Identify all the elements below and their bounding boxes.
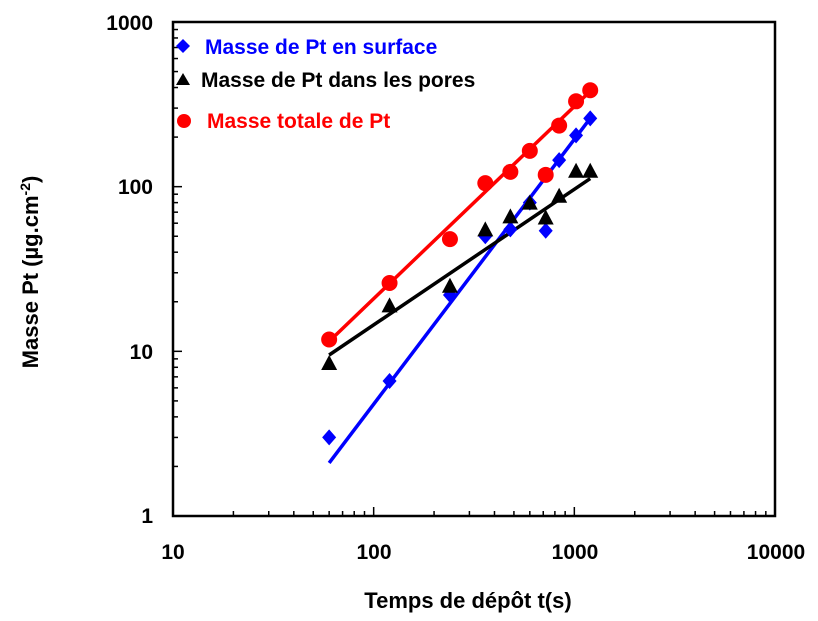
fit-line-2 (327, 89, 592, 343)
y-tick-label: 1000 (106, 12, 153, 35)
point-triangle (381, 297, 398, 313)
x-tick-label: 10 (161, 541, 184, 564)
y-tick-label: 10 (130, 341, 153, 364)
point-diamond (569, 127, 584, 144)
legend-label-total: Masse totale de Pt (207, 110, 390, 133)
point-circle (537, 166, 554, 183)
point-triangle (502, 208, 519, 224)
legend-marker-triangle (176, 73, 190, 85)
point-circle (477, 175, 494, 192)
point-circle (568, 93, 585, 110)
point-diamond (322, 429, 337, 446)
point-diamond (382, 373, 397, 390)
point-triangle (551, 187, 568, 203)
point-triangle (521, 194, 538, 210)
point-circle (551, 117, 568, 134)
point-diamond (583, 110, 598, 127)
point-diamond (503, 221, 518, 238)
x-tick-label: 1000 (552, 541, 599, 564)
axis-ticks (173, 28, 767, 516)
point-diamond (552, 152, 567, 169)
y-axis-title-main: Masse Pt (µg.cm (18, 195, 43, 368)
point-triangle (477, 221, 494, 237)
data-points (321, 82, 599, 446)
point-circle (582, 82, 599, 99)
legend-marker-circle (177, 114, 191, 128)
y-axis-title-end: ) (18, 176, 43, 183)
x-tick-label: 10000 (747, 541, 805, 564)
point-triangle (568, 162, 585, 178)
point-triangle (441, 277, 458, 293)
x-axis-title: Temps de dépôt t(s) (364, 588, 571, 613)
point-circle (441, 231, 458, 248)
legend-marker-diamond (176, 39, 190, 53)
legend-label-pores: Masse de Pt dans les pores (201, 69, 475, 92)
y-axis-title: Masse Pt (µg.cm-2) (17, 176, 43, 369)
point-triangle (582, 162, 599, 178)
legend-label-surface: Masse de Pt en surface (205, 36, 437, 59)
legend: Masse de Pt en surface Masse de Pt dans … (176, 36, 475, 133)
fit-line-1 (328, 177, 592, 357)
y-axis-title-superscript: -2 (17, 183, 33, 196)
x-tick-label: 100 (356, 541, 391, 564)
point-triangle (537, 209, 554, 225)
point-circle (381, 275, 398, 292)
point-circle (321, 331, 338, 348)
point-circle (502, 163, 519, 180)
y-tick-label: 1 (141, 505, 153, 528)
point-diamond (538, 222, 553, 239)
point-circle (521, 142, 538, 159)
y-tick-label: 100 (118, 176, 153, 199)
point-triangle (321, 354, 338, 370)
